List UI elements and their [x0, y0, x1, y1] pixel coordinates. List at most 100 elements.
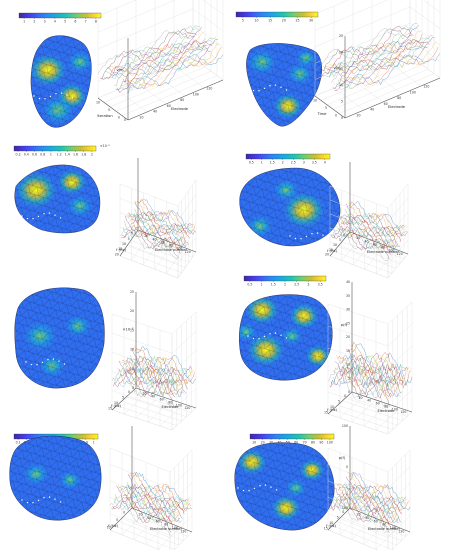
z-tick-label: 25	[130, 290, 134, 294]
gridline	[338, 73, 435, 114]
colorbar-tick-label: 1	[261, 161, 263, 165]
z-tick-label: 10	[339, 83, 343, 87]
x-tick-label: 100	[390, 526, 396, 530]
series-trace	[329, 227, 389, 261]
series-trace	[129, 214, 188, 246]
gridline	[387, 466, 411, 489]
electrode-dot	[49, 95, 52, 98]
series-trace	[113, 368, 174, 407]
gridline	[387, 197, 409, 223]
gridline	[337, 405, 398, 426]
y-tick-label: 10	[330, 405, 334, 409]
series-trace	[338, 214, 397, 249]
x-axis	[137, 229, 197, 253]
z-tick-label: 0	[124, 118, 126, 122]
heart-outline	[30, 35, 92, 128]
z-tick-label: 25	[339, 34, 343, 38]
y-tick-label: 10	[313, 99, 317, 103]
x-tick-label: 120	[206, 87, 212, 91]
z-tick-label: 5	[132, 367, 134, 371]
gridline	[337, 246, 397, 269]
x-tick-label: 120	[398, 530, 404, 534]
colorbar	[243, 275, 327, 282]
gridline	[111, 409, 173, 431]
gridline	[97, 57, 194, 99]
y-tick-label: 10	[107, 525, 111, 529]
series-trace	[339, 37, 435, 85]
gridline	[329, 199, 389, 223]
gridline	[314, 23, 411, 64]
colorbar-tick-label: 1.6	[73, 153, 78, 157]
x-tick-label: 80	[169, 244, 173, 248]
series-trace	[329, 497, 390, 533]
x-axis-label: Electrode number	[150, 527, 183, 531]
series-trace	[340, 213, 399, 247]
colorbar-tick-label: 1	[261, 283, 263, 287]
colorbar	[18, 12, 102, 19]
colorbar-tick-label: 2	[33, 20, 35, 24]
series-trace	[127, 212, 186, 248]
colorbar-tick-label: 4	[324, 161, 326, 165]
series-trace	[332, 366, 393, 396]
series-trace	[113, 495, 175, 523]
series-trace	[345, 53, 441, 88]
series-trace	[135, 201, 195, 234]
x-axis	[131, 507, 193, 533]
series-trace	[351, 343, 413, 386]
colorbar-tick-label: 0.4	[24, 153, 29, 157]
series-trace	[349, 201, 409, 237]
y-axis-label: Iteration	[97, 114, 112, 118]
electrode-dot	[71, 97, 74, 99]
gridline	[314, 6, 411, 47]
x-axis-label: Electrode number	[367, 250, 400, 254]
z-axis-label: ×10⁻³	[123, 327, 134, 331]
electrode-dot	[44, 98, 46, 100]
electrode-dot	[275, 489, 278, 491]
x-tick-label: 120	[423, 85, 429, 89]
gridline	[177, 208, 197, 235]
x-tick-label: 60	[384, 102, 388, 106]
gridline	[118, 521, 179, 546]
series-trace	[327, 365, 389, 408]
gridline	[177, 179, 197, 207]
x-axis-label: Electrode	[378, 409, 396, 413]
z-axis-label: p(f)	[341, 323, 348, 327]
colorbar-tick-label: 70	[303, 441, 307, 445]
gridline	[171, 331, 197, 354]
x-tick-label: 60	[167, 104, 171, 108]
electrode-dot	[43, 497, 45, 499]
series-trace	[103, 26, 199, 79]
y-axis	[109, 507, 133, 531]
gridline	[409, 39, 441, 62]
gridline	[177, 194, 197, 221]
gridline	[171, 311, 197, 335]
z-axis-label: p(f)	[339, 456, 346, 460]
gridline	[387, 367, 413, 391]
x-tick-label: 80	[397, 96, 401, 100]
y-tick-label: 5	[108, 108, 110, 112]
series-trace	[335, 216, 395, 249]
gridline	[145, 522, 169, 545]
series-trace	[122, 225, 181, 254]
gridline	[97, 8, 194, 49]
colorbar-tick-label: 3.5	[318, 283, 323, 287]
gridline	[329, 241, 389, 265]
z-tick-label: 0	[348, 390, 350, 394]
x-tick-label: 20	[140, 115, 144, 119]
x-tick-label: 120	[397, 252, 403, 256]
x-axis-label: Electrode	[388, 105, 406, 109]
gridline	[347, 396, 408, 417]
gridline	[192, 25, 224, 48]
gridline	[341, 516, 402, 541]
gridline	[131, 234, 150, 261]
x-tick-label: 40	[153, 110, 157, 114]
gridline	[387, 239, 409, 265]
gridline	[332, 525, 393, 550]
series-trace	[119, 225, 179, 260]
series-trace	[341, 354, 403, 394]
